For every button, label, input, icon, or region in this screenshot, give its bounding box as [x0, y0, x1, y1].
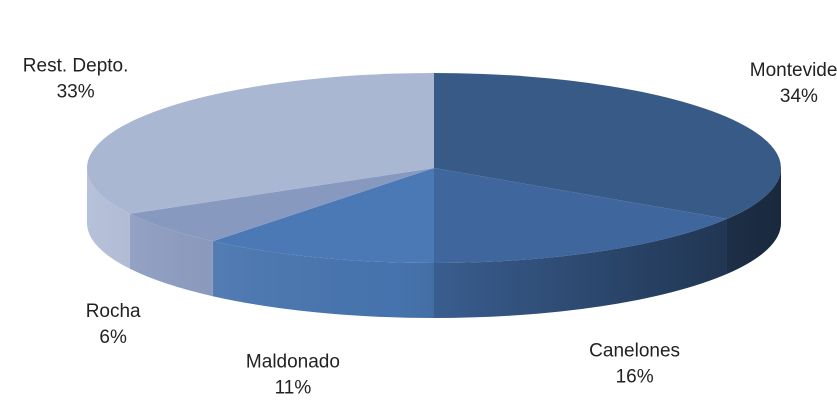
- slice: [434, 73, 782, 219]
- label-value: 11%: [275, 377, 312, 398]
- data-label: Rest. Depto. 33%: [23, 55, 129, 102]
- label-category: Maldonado: [246, 351, 340, 372]
- label-category: Rocha: [86, 301, 141, 322]
- slice: [212, 168, 434, 263]
- pie-sides: [87, 168, 781, 318]
- label-category: Montevideo: [750, 60, 837, 81]
- slice-side-shade: [129, 213, 213, 297]
- data-label: Maldonado 11%: [246, 351, 340, 398]
- slice-side-shade: [726, 168, 781, 274]
- slice: [434, 168, 727, 263]
- data-label: Canelones 16%: [589, 341, 680, 388]
- slice: [129, 168, 435, 242]
- label-category: Rest. Depto.: [23, 55, 129, 76]
- slice: [87, 73, 435, 214]
- label-value: 6%: [99, 327, 127, 348]
- pie-tops: [87, 73, 782, 263]
- slice-side-shade: [87, 168, 130, 269]
- label-value: 33%: [57, 81, 95, 102]
- slice-side-shade: [434, 218, 727, 318]
- label-value: 16%: [616, 367, 654, 388]
- slice-side-shade: [212, 241, 434, 318]
- data-labels: Montevideo 34% Canelones 16% Maldonado 11% Roc…: [23, 55, 837, 398]
- label-value: 34%: [780, 86, 818, 107]
- label-category: Canelones: [589, 341, 680, 362]
- data-label: Montevideo 34%: [750, 60, 837, 107]
- data-label: Rocha 6%: [86, 301, 141, 348]
